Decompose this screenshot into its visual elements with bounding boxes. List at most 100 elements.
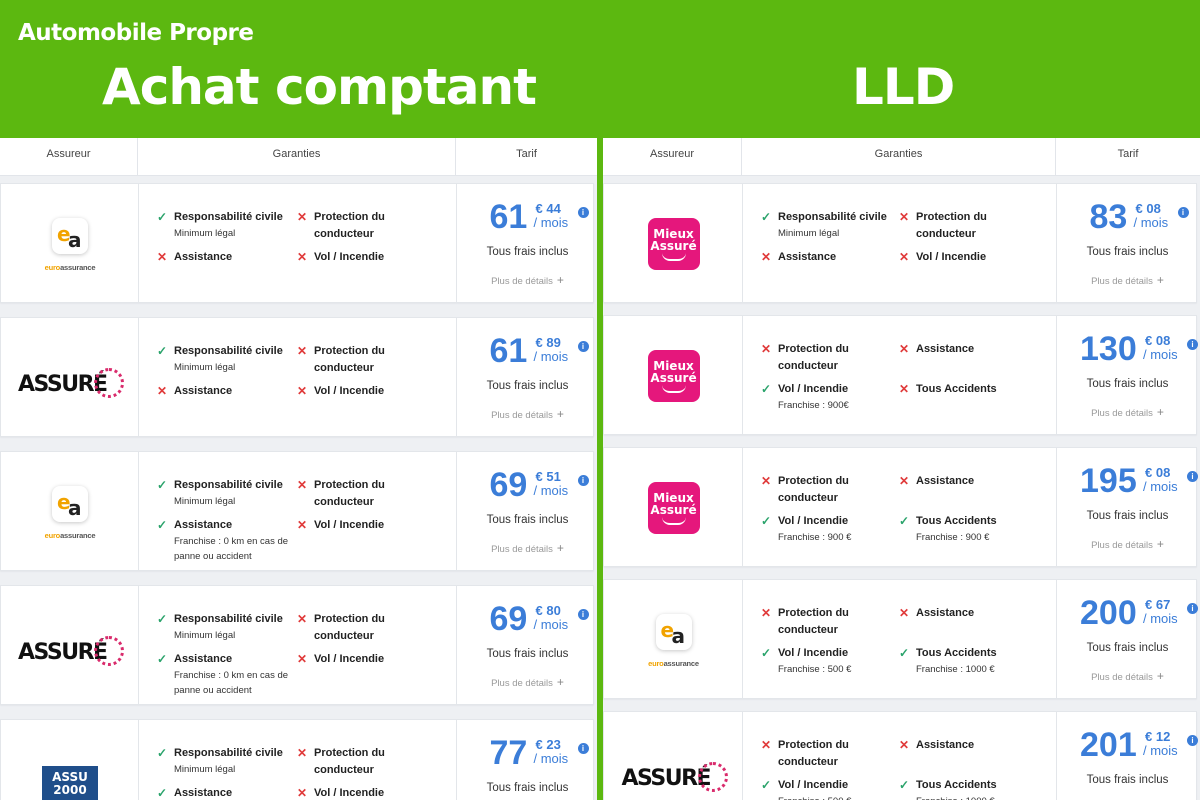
plus-icon: + (556, 541, 564, 555)
price-cell: 83 € 08/ mois i Tous frais inclus Plus de dé… (1057, 184, 1198, 302)
guarantee-item: ✕ Protection du conducteur (297, 477, 404, 511)
cross-icon: ✕ (899, 210, 910, 224)
check-icon: ✓ (157, 612, 168, 626)
check-icon: ✓ (157, 518, 168, 532)
comparison-panel-lld: Assureur Garanties Tarif Mieux Assuré ✓ Res… (603, 138, 1200, 800)
logo-o-dots-icon (94, 636, 124, 666)
logo-text: ASSURÉ (18, 372, 108, 397)
guarantee-label: Protection du conducteur (778, 475, 849, 504)
more-details-link[interactable]: Plus de détails + (457, 273, 597, 287)
euroassurance-wordmark: euroassurance (25, 531, 115, 540)
more-details-link[interactable]: Plus de détails + (1057, 273, 1198, 287)
price-integer: 69 (489, 600, 528, 638)
price-cents: € 12 (1145, 729, 1171, 744)
info-icon[interactable]: i (1187, 471, 1198, 482)
guarantee-item: ✕ Protection du conducteur (297, 209, 404, 243)
price: 61 € 89/ mois i (457, 331, 597, 371)
logo-letter-a: a (671, 624, 686, 648)
wordmark-suffix: assurance (60, 263, 96, 272)
guarantee-label: Protection du conducteur (778, 343, 849, 372)
guarantee-label: Assistance (916, 475, 975, 487)
offer-card: e a euroassurance ✕ Protection du conducteur… (603, 579, 1198, 699)
info-icon[interactable]: i (577, 475, 589, 486)
cross-icon: ✕ (761, 342, 772, 356)
guarantee-label: Protection du conducteur (916, 211, 987, 240)
info-icon[interactable]: i (1177, 207, 1189, 218)
price-per-month: / mois (1143, 479, 1178, 494)
guarantee-item: ✕ Vol / Incendie (297, 249, 404, 266)
guarantee-detail: Franchise : 500 € (778, 794, 898, 800)
guarantee-item: ✕ Protection du conducteur (761, 737, 898, 771)
cross-icon: ✕ (297, 746, 308, 760)
guarantee-label: Vol / Incendie (314, 385, 385, 397)
euroassurance-logo: e a euroassurance (25, 486, 115, 546)
guarantee-item: ✕ Protection du conducteur (761, 341, 898, 375)
more-details-label: Plus de détails (1091, 540, 1153, 551)
guarantee-item: ✕ Assistance (899, 473, 1006, 490)
price: 200 € 67/ mois i (1057, 593, 1198, 633)
guarantee-detail: Franchise : 0 km en cas de panne ou acci… (174, 670, 289, 696)
price-per-month: / mois (1143, 743, 1178, 758)
cross-icon: ✕ (297, 384, 308, 398)
smile-icon (661, 517, 686, 525)
price-per-month: / mois (533, 617, 569, 632)
guarantee-detail: Minimum légal (778, 228, 840, 239)
guarantee-item: ✕ Vol / Incendie (899, 249, 1006, 266)
guarantee-label: Vol / Incendie (314, 251, 385, 263)
price: 69 € 51/ mois i (457, 465, 597, 505)
cross-icon: ✕ (761, 250, 772, 264)
guarantee-item: ✕ Assistance (899, 737, 1006, 754)
guarantee-item: ✕ Protection du conducteur (899, 209, 1006, 243)
guarantees-cell: ✓ Responsabilité civile Minimum légal ✕ Prot… (743, 184, 1057, 302)
info-icon[interactable]: i (1187, 603, 1198, 614)
more-details-link[interactable]: Plus de détails + (457, 541, 597, 555)
cross-icon: ✕ (899, 382, 910, 396)
price: 83 € 08/ mois i (1057, 197, 1198, 237)
guarantee-detail: Minimum légal (174, 630, 236, 641)
more-details-link[interactable]: Plus de détails + (457, 675, 597, 689)
wordmark-prefix: euro (44, 531, 61, 540)
cross-icon: ✕ (297, 786, 308, 800)
mieux-assure-logo: Mieux Assuré (647, 218, 700, 270)
info-icon[interactable]: i (577, 743, 589, 754)
more-details-link[interactable]: Plus de détails + (1057, 669, 1198, 683)
guarantee-detail: Franchise : 900 € (916, 532, 990, 543)
price-per-month: / mois (1143, 347, 1178, 362)
more-details-link[interactable]: Plus de détails + (457, 407, 597, 421)
smile-icon (661, 385, 686, 393)
all-fees-included: Tous frais inclus (486, 246, 569, 258)
guarantee-item: ✓ Responsabilité civile Minimum légal (157, 477, 294, 509)
cross-icon: ✕ (297, 250, 308, 264)
offer-card: Mieux Assuré ✓ Responsabilité civile Minimum… (603, 183, 1197, 303)
cross-icon: ✕ (297, 652, 308, 666)
price-per-month: / mois (1143, 611, 1178, 626)
info-icon[interactable]: i (1187, 735, 1198, 746)
guarantee-label: Tous Accidents (916, 647, 997, 659)
check-icon: ✓ (157, 478, 168, 492)
info-icon[interactable]: i (577, 207, 589, 218)
info-icon[interactable]: i (577, 609, 589, 620)
price-cents: € 08 (1145, 465, 1171, 480)
logo-text: ASSURÉ (621, 766, 712, 791)
guarantee-label: Assistance (174, 653, 233, 665)
cross-icon: ✕ (761, 606, 772, 620)
guarantee-item: ✕ Assistance (899, 605, 1006, 622)
guarantee-item: ✕ Protection du conducteur (761, 605, 898, 639)
cross-icon: ✕ (157, 250, 168, 264)
guarantee-item: ✕ Vol / Incendie (297, 785, 404, 800)
info-icon[interactable]: i (1187, 339, 1198, 350)
offer-card: e a euroassurance ✓ Responsabilité civile Min… (0, 183, 594, 303)
wordmark-prefix: euro (648, 659, 664, 668)
info-icon[interactable]: i (577, 341, 589, 352)
more-details-link[interactable]: Plus de détails + (1057, 405, 1198, 419)
plus-icon: + (1156, 405, 1164, 419)
price: 130 € 08/ mois i (1057, 329, 1198, 369)
euroassurance-logo: e a euroassurance (629, 614, 719, 674)
check-icon: ✓ (157, 786, 168, 800)
logo-text-line1: Mieux (653, 227, 694, 241)
column-header-tarif: Tarif (1117, 148, 1139, 160)
guarantee-detail: Franchise : 900€ (778, 400, 849, 411)
more-details-link[interactable]: Plus de détails + (1057, 537, 1198, 551)
logo-text-line2: Assuré (650, 239, 697, 253)
